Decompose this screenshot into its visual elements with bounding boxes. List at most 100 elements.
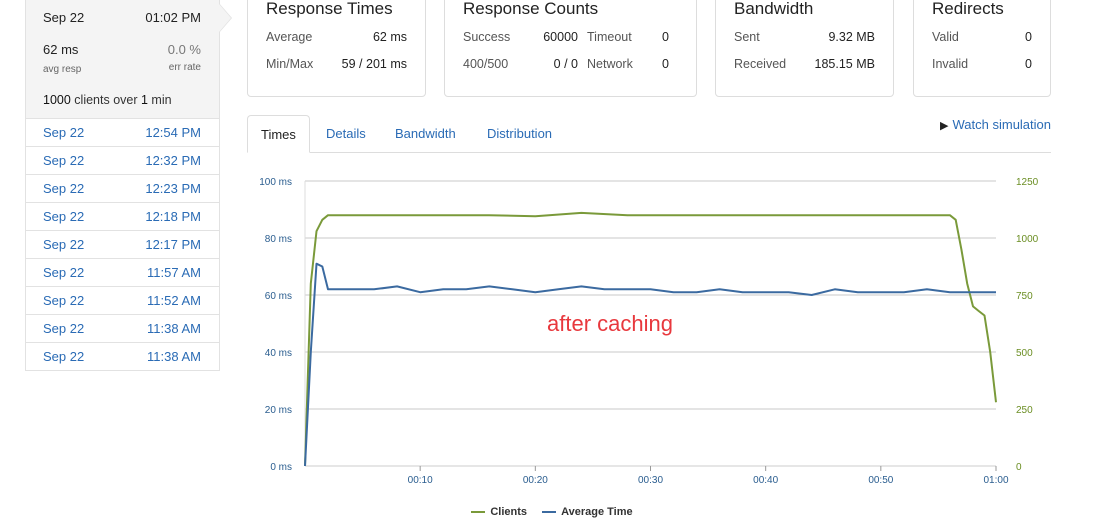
x-tick-label: 00:20 xyxy=(523,475,548,486)
tab-bandwidth[interactable]: Bandwidth xyxy=(395,126,456,141)
y-right-tick-label: 500 xyxy=(1016,348,1033,359)
err-rate-value: 0.0 % xyxy=(167,42,201,57)
avg-resp-label: avg resp xyxy=(43,64,82,75)
y-left-tick-label: 80 ms xyxy=(265,234,292,245)
run-list-item[interactable]: Sep 22 12:54 PM xyxy=(25,119,220,147)
run-list-item[interactable]: Sep 22 12:17 PM xyxy=(25,231,220,259)
clients-suffix: min xyxy=(147,93,172,107)
legend-clients-label: Clients xyxy=(490,506,528,518)
run-date: Sep 22 xyxy=(43,181,85,196)
run-list-item[interactable]: Sep 22 12:32 PM xyxy=(25,147,220,175)
run-time: 12:17 PM xyxy=(145,237,201,252)
legend-clients-swatch xyxy=(471,511,486,514)
selected-pointer xyxy=(219,4,231,32)
run-list-item[interactable]: Sep 22 12:18 PM xyxy=(25,203,220,231)
runs-sidebar: Sep 22 01:02 PM 62 ms avg resp 0.0 % err… xyxy=(25,0,232,371)
chart-legend: Clients Average Time xyxy=(0,506,1104,518)
average-time-series-line xyxy=(304,262,996,467)
run-list-item[interactable]: Sep 22 11:38 AM xyxy=(25,315,220,343)
clients-mid: clients over xyxy=(70,93,141,107)
y-left-tick-label: 20 ms xyxy=(265,405,292,416)
sent-label: Sent xyxy=(734,30,760,44)
panel-title: Bandwidth xyxy=(734,0,814,18)
valid-value: 0 xyxy=(1025,30,1032,44)
run-date: Sep 22 xyxy=(43,153,85,168)
run-date: Sep 22 xyxy=(43,265,85,280)
network-label: Network xyxy=(587,57,633,71)
panel-title: Response Times xyxy=(266,0,393,18)
run-date: Sep 22 xyxy=(43,321,85,336)
x-tick-label: 00:10 xyxy=(408,475,433,486)
legend-clients[interactable]: Clients xyxy=(471,506,527,518)
run-list-item[interactable]: Sep 22 11:57 AM xyxy=(25,259,220,287)
y-right-tick-label: 1000 xyxy=(1016,234,1039,245)
chart-tabs: Times Details Bandwidth Distribution xyxy=(247,115,1051,153)
watch-simulation-label: Watch simulation xyxy=(952,117,1052,132)
run-time: 12:18 PM xyxy=(145,209,201,224)
timeout-value: 0 xyxy=(662,30,669,44)
response-times-panel: Response Times Average 62 ms Min/Max 59 … xyxy=(247,0,426,97)
response-chart: 0 ms 0 20 ms 250 40 ms 500 60 ms 750 80 ms 1000 10… xyxy=(259,177,1039,486)
run-time: 12:23 PM xyxy=(145,181,201,196)
selected-run-date: Sep 22 xyxy=(43,10,85,25)
success-value: 60000 xyxy=(543,30,578,44)
minmax-label: Min/Max xyxy=(266,57,314,71)
y-right-tick-label: 1250 xyxy=(1016,177,1039,188)
sent-value: 9.32 MB xyxy=(828,30,875,44)
run-time: 11:52 AM xyxy=(147,293,201,308)
err-rate-label: err rate xyxy=(168,62,201,73)
clients-count: 1000 xyxy=(43,93,71,107)
tab-details[interactable]: Details xyxy=(326,126,366,141)
run-list: Sep 22 12:54 PM Sep 22 12:32 PM Sep 22 12:23 … xyxy=(25,119,220,371)
err-label: 400/500 xyxy=(463,57,509,71)
received-label: Received xyxy=(734,57,787,71)
y-right-tick-label: 0 xyxy=(1016,462,1022,473)
legend-avg-swatch xyxy=(542,511,557,514)
clients-series-line xyxy=(304,211,997,467)
selected-run-card[interactable]: Sep 22 01:02 PM 62 ms avg resp 0.0 % err… xyxy=(25,0,232,119)
err-value: 0 / 0 xyxy=(553,57,578,71)
watch-simulation-link[interactable]: ▶ Watch simulation xyxy=(940,117,1051,132)
annotation-text: after caching xyxy=(547,311,673,336)
redirects-panel: Redirects Valid 0 Invalid 0 xyxy=(913,0,1051,97)
panel-title: Redirects xyxy=(932,0,1004,18)
bandwidth-panel: Bandwidth Sent 9.32 MB Received 185.15 M… xyxy=(715,0,894,97)
run-date: Sep 22 xyxy=(43,125,85,140)
y-right-tick-label: 750 xyxy=(1016,291,1033,302)
play-icon: ▶ xyxy=(940,120,949,132)
legend-avg-label: Average Time xyxy=(561,506,633,518)
run-date: Sep 22 xyxy=(43,209,85,224)
run-time: 11:38 AM xyxy=(147,321,201,336)
run-time: 11:38 AM xyxy=(147,349,201,364)
run-time: 11:57 AM xyxy=(147,265,201,280)
tab-times[interactable]: Times xyxy=(247,115,310,153)
valid-label: Valid xyxy=(932,30,959,44)
panel-title: Response Counts xyxy=(463,0,599,18)
y-left-tick-label: 100 ms xyxy=(259,177,292,188)
response-counts-panel: Response Counts Success 60000 Timeout 0 … xyxy=(444,0,697,97)
legend-average-time[interactable]: Average Time xyxy=(542,506,633,518)
x-tick-label: 00:30 xyxy=(638,475,663,486)
x-tick-label: 00:50 xyxy=(868,475,893,486)
x-tick-label: 01:00 xyxy=(983,475,1008,486)
average-label: Average xyxy=(266,30,313,44)
run-list-item[interactable]: Sep 22 11:38 AM xyxy=(25,343,220,371)
timeout-label: Timeout xyxy=(587,30,632,44)
clients-duration: 1 xyxy=(140,93,148,107)
run-date: Sep 22 xyxy=(43,237,85,252)
avg-resp-value: 62 ms xyxy=(43,42,79,57)
run-list-item[interactable]: Sep 22 11:52 AM xyxy=(25,287,220,315)
selected-run-time: 01:02 PM xyxy=(145,10,201,25)
run-time: 12:54 PM xyxy=(145,125,201,140)
received-value: 185.15 MB xyxy=(814,57,875,71)
network-value: 0 xyxy=(662,57,669,71)
y-left-tick-label: 40 ms xyxy=(265,348,292,359)
run-date: Sep 22 xyxy=(43,293,85,308)
x-tick-label: 00:40 xyxy=(753,475,778,486)
run-list-item[interactable]: Sep 22 12:23 PM xyxy=(25,175,220,203)
average-value: 62 ms xyxy=(372,30,407,44)
tab-distribution[interactable]: Distribution xyxy=(487,126,553,141)
run-time: 12:32 PM xyxy=(145,153,201,168)
invalid-value: 0 xyxy=(1025,57,1032,71)
